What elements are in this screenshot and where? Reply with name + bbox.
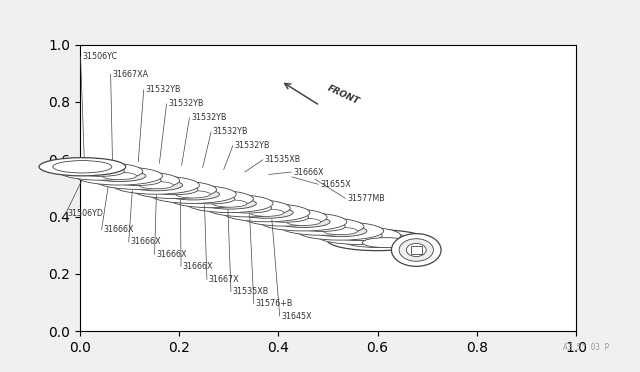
Ellipse shape	[335, 231, 382, 241]
Ellipse shape	[188, 194, 235, 204]
Ellipse shape	[139, 182, 173, 189]
Text: 31645X: 31645X	[282, 312, 312, 321]
Text: 31666X: 31666X	[104, 225, 134, 234]
Text: 31666X: 31666X	[156, 250, 187, 259]
Ellipse shape	[129, 179, 182, 191]
Text: 31667XA: 31667XA	[113, 70, 148, 78]
Ellipse shape	[297, 222, 383, 240]
Text: 31532YB: 31532YB	[213, 127, 248, 136]
Ellipse shape	[362, 238, 410, 248]
Text: FRONT: FRONT	[326, 83, 361, 106]
Ellipse shape	[243, 208, 327, 226]
Ellipse shape	[280, 218, 364, 235]
Text: 31532YB: 31532YB	[191, 113, 227, 122]
Ellipse shape	[176, 191, 210, 198]
Ellipse shape	[323, 227, 358, 235]
Text: 31666X: 31666X	[183, 262, 213, 271]
Ellipse shape	[260, 213, 347, 231]
Text: 31655X: 31655X	[320, 180, 351, 189]
Ellipse shape	[223, 203, 310, 222]
Polygon shape	[411, 246, 422, 254]
Text: 31667X: 31667X	[209, 275, 239, 284]
Text: 31506YD: 31506YD	[67, 209, 103, 218]
Ellipse shape	[76, 167, 163, 185]
Ellipse shape	[250, 209, 284, 216]
Ellipse shape	[77, 166, 124, 176]
Ellipse shape	[186, 195, 273, 212]
Text: 31666X: 31666X	[131, 237, 161, 246]
Ellipse shape	[399, 239, 433, 261]
Ellipse shape	[206, 199, 290, 217]
Ellipse shape	[95, 172, 180, 189]
Ellipse shape	[277, 216, 330, 228]
Ellipse shape	[53, 161, 112, 173]
Ellipse shape	[298, 221, 346, 231]
Text: 31532YB: 31532YB	[235, 141, 270, 150]
Ellipse shape	[406, 243, 426, 257]
Text: 31666X: 31666X	[293, 167, 323, 176]
Ellipse shape	[314, 225, 367, 237]
Text: 31576+B: 31576+B	[255, 299, 293, 308]
Ellipse shape	[225, 203, 271, 213]
Ellipse shape	[392, 234, 441, 266]
Ellipse shape	[150, 185, 236, 203]
Text: 31577MB: 31577MB	[347, 194, 385, 203]
Text: A3 5^ 03 P: A3 5^ 03 P	[563, 343, 609, 352]
Ellipse shape	[166, 189, 220, 200]
Ellipse shape	[240, 207, 293, 218]
Ellipse shape	[132, 181, 216, 199]
Ellipse shape	[286, 218, 321, 225]
Text: 31532YB: 31532YB	[145, 85, 181, 94]
Text: 31535XB: 31535XB	[265, 155, 301, 164]
Ellipse shape	[203, 198, 257, 209]
Ellipse shape	[39, 158, 125, 176]
Ellipse shape	[93, 170, 146, 182]
Ellipse shape	[212, 200, 247, 207]
Ellipse shape	[113, 176, 200, 194]
Ellipse shape	[102, 172, 136, 180]
Text: 31535XB: 31535XB	[233, 287, 269, 296]
Ellipse shape	[170, 190, 253, 208]
Ellipse shape	[59, 163, 143, 180]
Ellipse shape	[327, 230, 427, 251]
Text: 31506YC: 31506YC	[83, 52, 118, 61]
Text: 31532YB: 31532YB	[168, 99, 204, 108]
Ellipse shape	[342, 233, 412, 247]
Ellipse shape	[317, 227, 401, 244]
Ellipse shape	[262, 212, 308, 222]
Ellipse shape	[151, 185, 198, 195]
Ellipse shape	[114, 176, 161, 186]
